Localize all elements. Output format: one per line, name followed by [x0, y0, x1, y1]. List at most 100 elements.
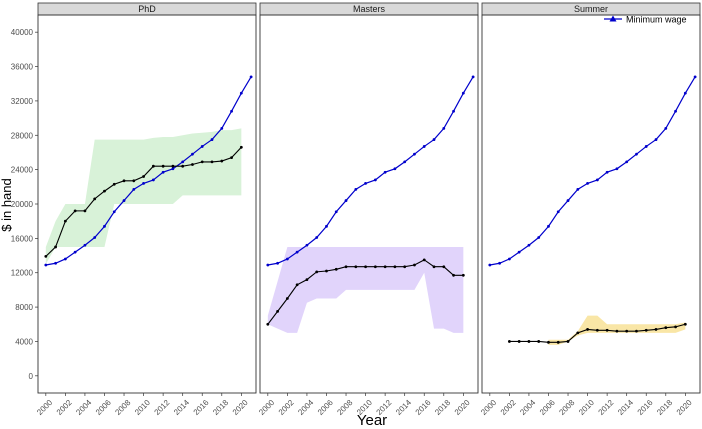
- min-wage-point-masters: [471, 75, 475, 79]
- min-wage-point-masters: [422, 145, 426, 148]
- stipend-point-summer: [635, 329, 638, 333]
- stipend-point-masters: [334, 267, 338, 271]
- x-tick-label: 2018: [433, 398, 452, 417]
- panel-border-masters: [259, 14, 479, 394]
- min-wage-point-phd: [112, 210, 116, 214]
- min-wage-point-summer: [595, 178, 599, 182]
- min-wage-point-summer: [527, 243, 531, 247]
- y-tick-label: 16000: [11, 234, 34, 243]
- y-tick-label: 4000: [15, 337, 33, 346]
- stipend-point-masters: [344, 265, 348, 269]
- min-wage-point-masters: [383, 170, 387, 174]
- stipend-point-masters: [266, 322, 270, 326]
- min-wage-point-phd: [132, 187, 136, 191]
- x-tick-label: 2016: [414, 398, 433, 417]
- stipend-point-summer: [625, 329, 629, 333]
- stipend-point-masters: [413, 263, 416, 267]
- x-axis-title: Year: [357, 412, 387, 429]
- stipend-point-phd: [73, 209, 77, 213]
- min-wage-point-phd: [63, 257, 67, 261]
- min-wage-point-summer: [537, 236, 541, 239]
- stipend-point-summer: [576, 331, 580, 335]
- stipend-point-summer: [654, 328, 658, 331]
- min-wage-point-masters: [266, 263, 270, 267]
- min-wage-point-phd: [239, 91, 243, 95]
- panel-title-phd: PhD: [138, 4, 156, 14]
- y-axis-title: $ in hand: [0, 178, 14, 232]
- stipend-point-summer: [605, 328, 609, 332]
- min-wage-point-phd: [83, 243, 87, 247]
- panel-summer: Summer: [481, 2, 701, 394]
- min-wage-point-summer: [644, 145, 648, 148]
- x-tick-label: 2008: [557, 398, 576, 417]
- x-tick-label: 2004: [296, 398, 315, 417]
- min-wage-point-phd: [93, 236, 97, 239]
- stipend-point-phd: [230, 156, 233, 160]
- panels-layer: PhD Masters Summer: [37, 2, 701, 394]
- min-wage-point-masters: [334, 210, 338, 214]
- stipend-point-phd: [200, 160, 204, 164]
- stipend-point-masters: [354, 265, 358, 269]
- stipend-point-summer: [644, 328, 648, 332]
- x-tick-label: 2008: [113, 398, 132, 417]
- x-tick-label: 2004: [74, 398, 93, 417]
- stipend-point-masters: [452, 273, 455, 277]
- x-tick-label: 2006: [94, 398, 113, 417]
- stipend-point-summer: [674, 325, 677, 329]
- x-tick-label: 2012: [597, 398, 616, 417]
- stipend-point-phd: [54, 245, 57, 249]
- stipend-point-masters: [383, 265, 387, 269]
- min-wage-line-summer: [489, 76, 696, 266]
- min-wage-point-masters: [285, 257, 289, 261]
- x-tick-label: 2014: [172, 398, 191, 417]
- min-wage-line-masters: [267, 76, 474, 266]
- min-wage-point-phd: [210, 138, 214, 141]
- x-tick-label: 2008: [335, 398, 354, 417]
- stipend-point-phd: [132, 179, 136, 183]
- stipend-point-phd: [44, 255, 48, 258]
- stipend-point-summer: [566, 340, 570, 343]
- min-wage-point-phd: [191, 152, 194, 156]
- min-wage-point-masters: [305, 243, 309, 247]
- min-wage-point-summer: [576, 187, 580, 191]
- min-wage-point-masters: [364, 181, 367, 185]
- min-wage-point-summer: [507, 257, 511, 261]
- x-tick-label: 2018: [211, 398, 230, 417]
- stipend-point-masters: [432, 265, 436, 269]
- x-tick-label: 2014: [394, 398, 413, 417]
- min-wage-point-masters: [325, 224, 328, 228]
- x-tick-label: 2006: [316, 398, 335, 417]
- min-wage-point-masters: [442, 126, 446, 130]
- min-wage-point-summer: [693, 75, 697, 79]
- y-tick-label: 28000: [11, 131, 34, 140]
- y-tick-label: 40000: [11, 28, 34, 37]
- x-tick-label: 2014: [616, 398, 635, 417]
- y-tick-label: 24000: [11, 166, 34, 175]
- min-wage-point-masters: [413, 152, 416, 156]
- x-tick-label: 2020: [675, 398, 694, 417]
- x-tick-label: 2020: [453, 398, 472, 417]
- panel-title-summer: Summer: [574, 4, 608, 14]
- min-wage-point-summer: [615, 167, 619, 171]
- min-wage-point-summer: [683, 91, 687, 95]
- min-wage-point-summer: [654, 138, 658, 141]
- stipend-point-summer: [595, 328, 599, 332]
- x-tick-label: 2000: [479, 398, 498, 417]
- x-tick-label: 2002: [55, 398, 74, 417]
- min-wage-point-summer: [556, 210, 560, 214]
- min-wage-point-summer: [547, 224, 550, 228]
- y-tick-label: 32000: [11, 97, 34, 106]
- min-wage-point-masters: [452, 109, 455, 113]
- x-tick-label: 2002: [277, 398, 296, 417]
- stipend-point-phd: [112, 182, 116, 186]
- min-wage-point-masters: [403, 160, 407, 164]
- min-wage-point-masters: [393, 167, 397, 171]
- min-wage-point-phd: [161, 170, 165, 174]
- min-wage-point-phd: [249, 75, 253, 79]
- stipend-point-masters: [403, 265, 407, 269]
- min-wage-point-masters: [461, 91, 465, 95]
- min-wage-point-masters: [354, 187, 358, 191]
- x-tick-label: 2002: [499, 398, 518, 417]
- min-wage-point-summer: [635, 152, 638, 156]
- stipend-point-summer: [664, 326, 668, 330]
